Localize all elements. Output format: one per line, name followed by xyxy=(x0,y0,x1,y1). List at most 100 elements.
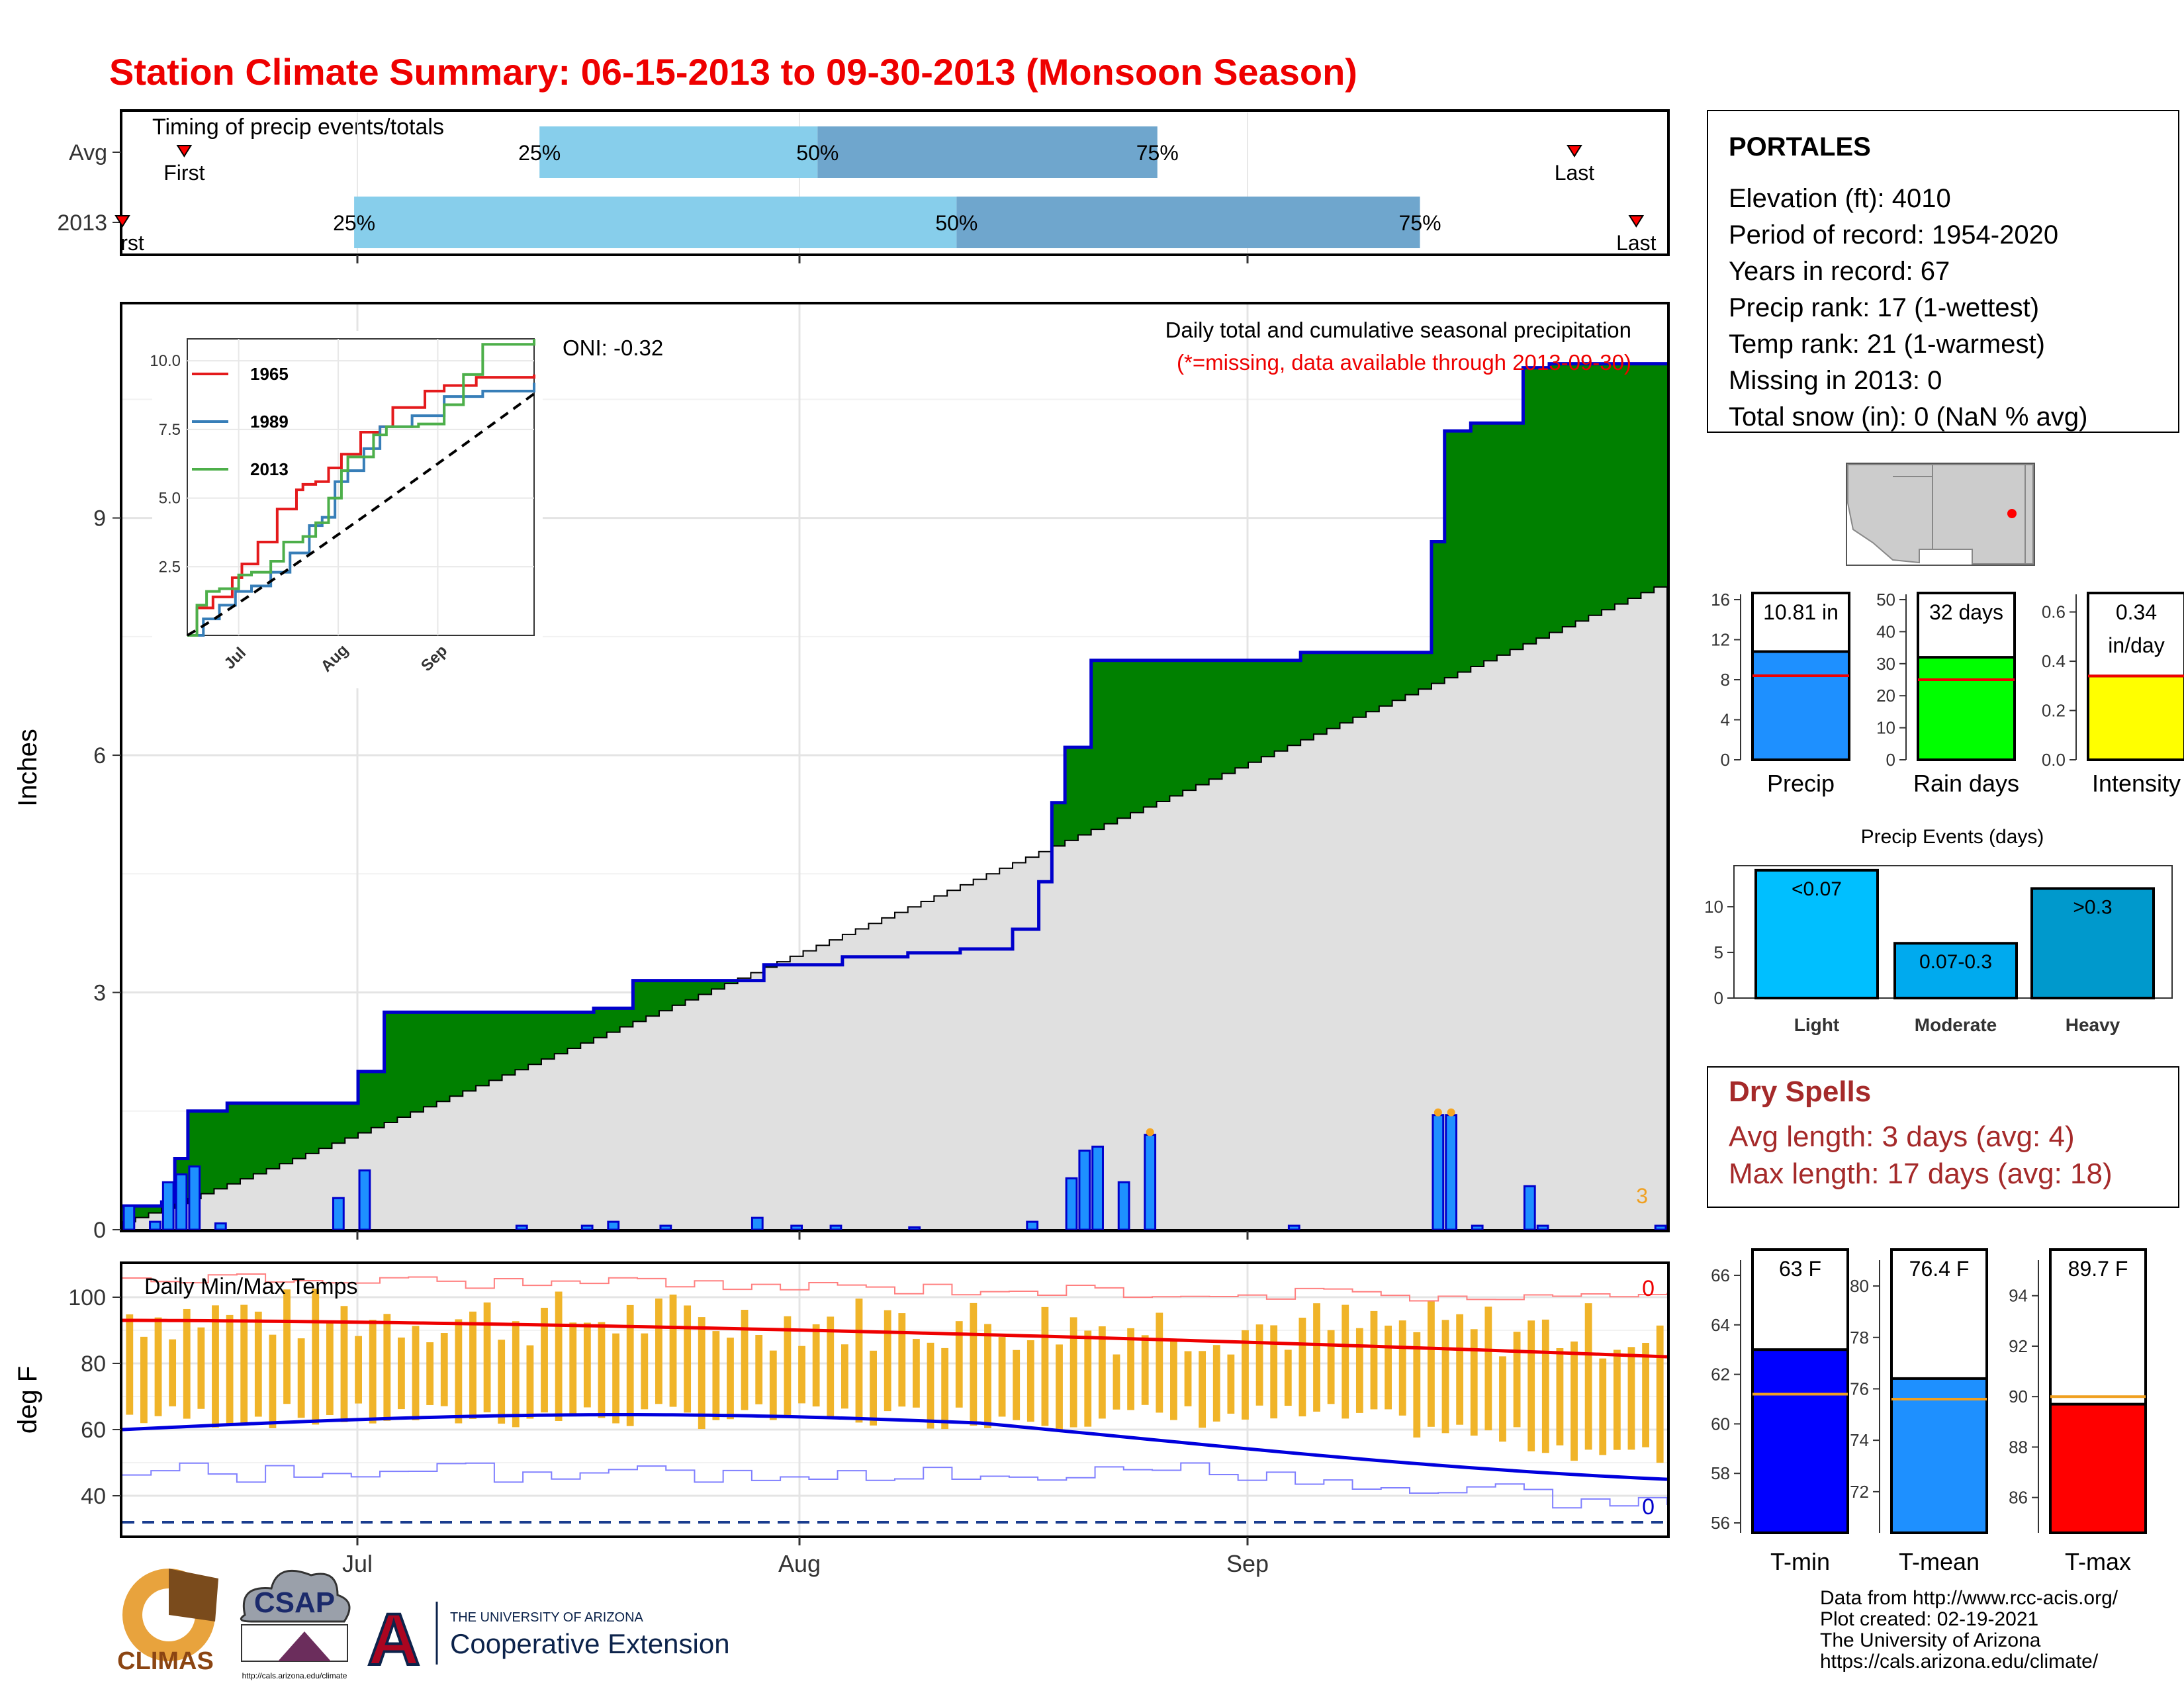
panel-y-tick-label: 50 xyxy=(1876,590,1895,610)
daily-temp-bar xyxy=(1541,1319,1549,1453)
panel-y-tick-label: 8 xyxy=(1721,670,1730,690)
event-category-label: Light xyxy=(1794,1015,1839,1035)
timing-bar-upper xyxy=(956,197,1420,248)
anomaly-segment xyxy=(318,1103,332,1149)
daily-temp-bar xyxy=(1570,1341,1578,1461)
anomaly-segment xyxy=(1510,423,1524,650)
daily-temp-bar xyxy=(340,1306,348,1422)
anomaly-segment xyxy=(1104,660,1118,824)
dry-spells-max: Max length: 17 days (avg: 18) xyxy=(1729,1158,2113,1190)
avg-max-line xyxy=(122,1318,1668,1359)
timing-p50-label: 50% xyxy=(796,141,839,165)
daily-temp-bar xyxy=(870,1350,877,1426)
panel-value-bar xyxy=(2087,674,2184,762)
daily-precip-bar xyxy=(1065,1177,1078,1231)
station-line: Missing in 2013: 0 xyxy=(1729,366,1942,395)
event-category-label: Moderate xyxy=(1915,1015,1997,1035)
anomaly-segment xyxy=(1654,363,1668,587)
inset-y-tick: 10.0 xyxy=(150,352,181,370)
anomaly-segment xyxy=(1052,802,1066,846)
climas-wordmark: CLIMAS xyxy=(117,1647,214,1675)
daily-temp-bar xyxy=(169,1339,177,1406)
anomaly-segment xyxy=(1418,652,1432,690)
anomaly-segment xyxy=(1208,660,1222,780)
temp-plot-bg xyxy=(121,1263,1668,1537)
anomaly-segment xyxy=(1627,363,1641,599)
dry-spells-box: Dry Spells Avg length: 3 days (avg: 4) M… xyxy=(1707,1066,2179,1208)
daily-precip-bar xyxy=(751,1216,764,1231)
inset-series-line xyxy=(187,374,535,637)
daily-temp-bar xyxy=(1642,1343,1649,1447)
anomaly-segment xyxy=(1405,652,1419,695)
anomaly-segment xyxy=(1431,541,1445,684)
daily-precip-bar xyxy=(188,1165,201,1231)
anomaly-segment xyxy=(135,1206,150,1218)
daily-temp-bar xyxy=(913,1339,920,1408)
anomaly-segment xyxy=(1575,363,1589,621)
daily-temp-bar xyxy=(812,1324,820,1407)
anomaly-segment xyxy=(580,1012,594,1043)
panel-value-bar xyxy=(1751,650,1850,762)
daily-temp-bar xyxy=(712,1331,720,1420)
daily-temp-bar xyxy=(1255,1324,1263,1406)
daily-temp-bar xyxy=(1398,1320,1406,1416)
panel-y-tick-label: 40 xyxy=(1876,621,1895,641)
y-tick-label: 6 xyxy=(93,743,106,768)
oni-label: ONI: -0.32 xyxy=(563,336,663,360)
panel-value-bar xyxy=(1917,656,2016,761)
anomaly-segment xyxy=(436,1012,450,1102)
dry-spells-title: Dry Spells xyxy=(1729,1075,1871,1108)
inset-y-tick: 7.5 xyxy=(159,421,181,439)
station-line: Elevation (ft): 4010 xyxy=(1729,184,1951,213)
anomaly-segment xyxy=(685,980,699,1000)
daily-temp-bar xyxy=(412,1326,420,1420)
daily-temp-bar xyxy=(1242,1330,1249,1420)
inset-y-tick: 5.0 xyxy=(159,490,181,508)
inset-legend-label: 2013 xyxy=(250,459,289,479)
panel-label: T-max xyxy=(2065,1548,2131,1575)
daily-temp-bar xyxy=(784,1316,792,1418)
daily-temp-bar xyxy=(755,1334,763,1404)
anomaly-segment xyxy=(240,1103,254,1179)
daily-temp-bar xyxy=(1441,1320,1449,1434)
panel-y-tick-label: 66 xyxy=(1711,1265,1730,1285)
daily-precip-bar xyxy=(1523,1185,1536,1231)
anomaly-segment xyxy=(201,1111,214,1194)
anomaly-segment xyxy=(1313,652,1328,735)
anomaly-segment xyxy=(711,980,725,989)
daily-temp-bar xyxy=(1627,1347,1635,1450)
daily-temp-bar xyxy=(1013,1349,1021,1420)
y-axis-title: Inches xyxy=(13,729,42,807)
timing-bar-lower xyxy=(354,197,957,248)
daily-temp-bar xyxy=(612,1333,619,1424)
inset-series-line xyxy=(187,339,535,637)
panel-y-tick-label: 0.0 xyxy=(2042,750,2066,770)
anomaly-segment xyxy=(619,1008,633,1027)
daily-temp-bar xyxy=(126,1314,134,1415)
daily-temp-bar xyxy=(626,1304,634,1426)
chart-heading: Daily total and cumulative seasonal prec… xyxy=(1165,318,1631,342)
anomaly-segment xyxy=(515,1012,529,1070)
daily-temp-bar xyxy=(998,1337,1006,1417)
daily-temp-bar xyxy=(355,1336,362,1404)
anomaly-segment xyxy=(633,980,647,1022)
panel-y-tick-label: 88 xyxy=(2009,1437,2028,1457)
timing-bar-upper xyxy=(817,126,1158,178)
anomaly-segment xyxy=(502,1012,516,1075)
daily-temp-bar xyxy=(1370,1310,1378,1410)
anomaly-segment xyxy=(1077,747,1092,835)
panel-value-label: 0.34 xyxy=(2116,600,2157,624)
daily-temp-bar xyxy=(1342,1304,1349,1419)
anomaly-segment xyxy=(1444,431,1459,678)
panel-y-tick-label: 60 xyxy=(1711,1414,1730,1434)
daily-temp-bar xyxy=(1428,1301,1435,1427)
daily-precip-bar xyxy=(580,1224,594,1231)
anomaly-segment xyxy=(1065,747,1079,841)
daily-temp-bar xyxy=(727,1338,734,1420)
daily-temp-bar xyxy=(1141,1335,1149,1405)
daily-temp-bar xyxy=(212,1305,219,1428)
panel-value-label: 10.81 in xyxy=(1763,600,1839,624)
timing-p25-label: 25% xyxy=(518,141,561,165)
daily-temp-bar xyxy=(1470,1329,1478,1436)
